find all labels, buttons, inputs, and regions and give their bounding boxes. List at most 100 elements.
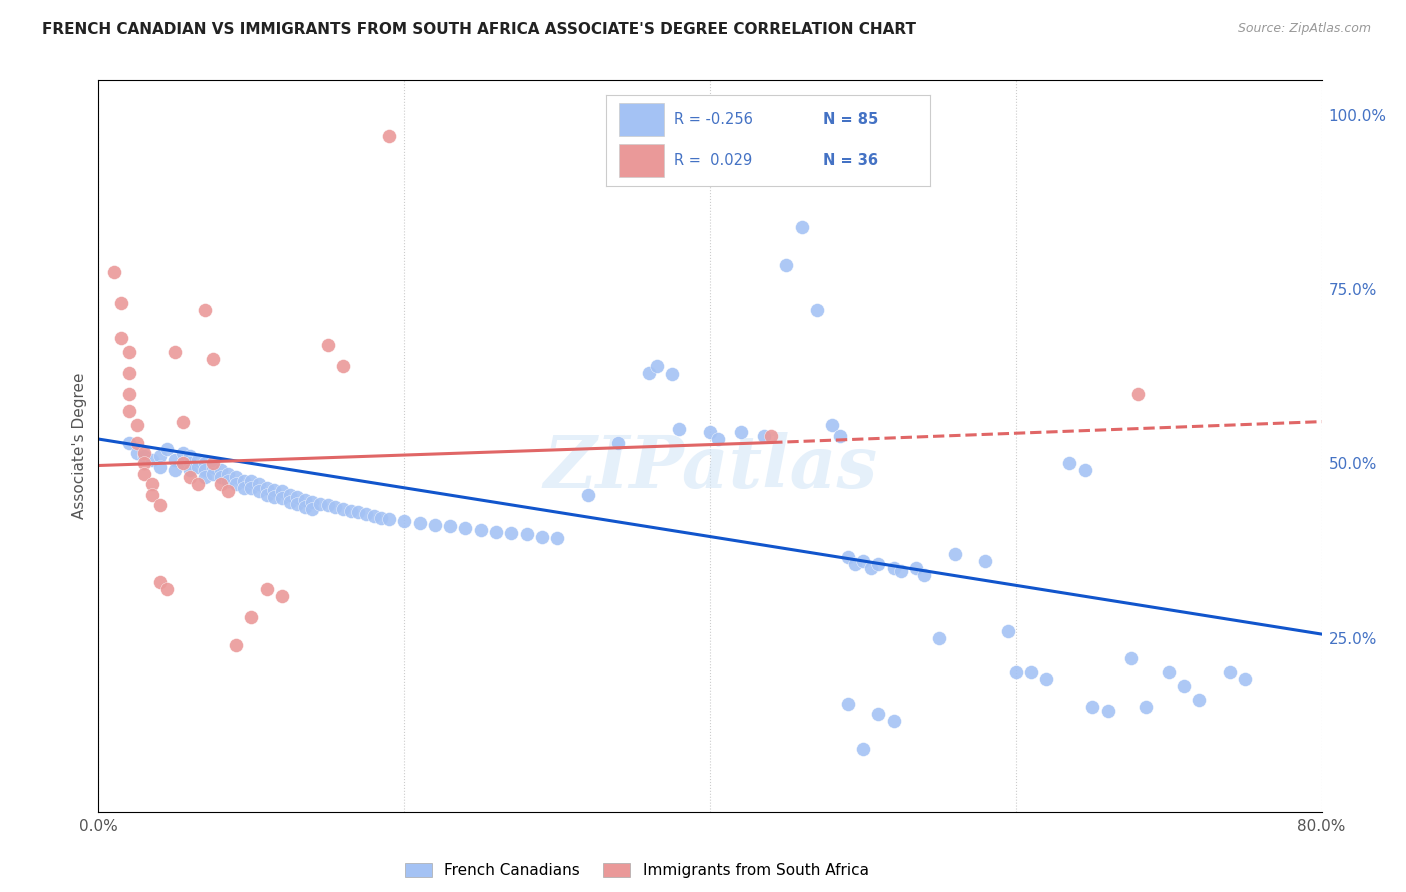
Point	[454, 521, 477, 535]
Point	[1119, 651, 1142, 665]
Point	[347, 505, 370, 519]
Point	[844, 558, 866, 572]
Point	[209, 477, 232, 491]
Point	[187, 459, 209, 474]
Point	[202, 459, 225, 474]
Point	[172, 415, 194, 429]
Point	[294, 500, 316, 514]
Point	[759, 428, 782, 442]
Point	[1173, 679, 1195, 693]
Point	[240, 481, 263, 495]
Point	[172, 457, 194, 471]
Point	[1135, 700, 1157, 714]
Point	[118, 345, 141, 359]
Point	[256, 481, 278, 495]
Point	[232, 481, 254, 495]
Point	[775, 258, 797, 272]
Point	[439, 519, 461, 533]
Point	[408, 516, 430, 530]
Point	[828, 428, 851, 442]
Legend: French Canadians, Immigrants from South Africa: French Canadians, Immigrants from South …	[398, 857, 875, 885]
Point	[285, 490, 308, 504]
Point	[699, 425, 721, 439]
Y-axis label: Associate's Degree: Associate's Degree	[72, 373, 87, 519]
Point	[202, 351, 225, 366]
Point	[194, 470, 217, 484]
Point	[217, 484, 239, 499]
Point	[1157, 665, 1180, 680]
Point	[179, 450, 201, 464]
Point	[378, 512, 401, 526]
Point	[1059, 457, 1081, 471]
Point	[125, 418, 148, 433]
Point	[883, 561, 905, 575]
Point	[837, 550, 859, 565]
Point	[141, 453, 163, 467]
Point	[363, 508, 385, 523]
Point	[247, 484, 270, 499]
Point	[163, 453, 186, 467]
Point	[149, 498, 172, 512]
Point	[516, 527, 538, 541]
Point	[905, 561, 928, 575]
Point	[1219, 665, 1241, 680]
Point	[852, 554, 875, 568]
Point	[156, 582, 179, 596]
Point	[332, 501, 354, 516]
Point	[423, 517, 446, 532]
Point	[256, 488, 278, 502]
Point	[187, 453, 209, 467]
Point	[209, 470, 232, 484]
Point	[325, 500, 347, 515]
Point	[240, 609, 263, 624]
Point	[179, 470, 201, 484]
Point	[943, 547, 966, 561]
Point	[149, 450, 172, 464]
Point	[156, 442, 179, 457]
Point	[637, 366, 661, 380]
Point	[110, 331, 132, 345]
Point	[974, 554, 997, 568]
Point	[332, 359, 354, 373]
Point	[256, 582, 278, 596]
Text: FRENCH CANADIAN VS IMMIGRANTS FROM SOUTH AFRICA ASSOCIATE'S DEGREE CORRELATION C: FRENCH CANADIAN VS IMMIGRANTS FROM SOUTH…	[42, 22, 917, 37]
Point	[530, 530, 553, 544]
Point	[278, 488, 301, 502]
Point	[485, 524, 508, 539]
Point	[997, 624, 1019, 638]
Point	[278, 494, 301, 508]
Point	[546, 531, 568, 545]
Point	[263, 483, 285, 497]
Point	[806, 303, 828, 318]
Point	[501, 526, 523, 541]
Point	[1019, 665, 1042, 680]
Point	[179, 457, 201, 471]
Text: ZIPatlas: ZIPatlas	[543, 433, 877, 503]
Point	[202, 467, 225, 481]
Point	[240, 474, 263, 488]
Point	[790, 219, 813, 234]
Point	[270, 484, 292, 499]
Point	[1081, 700, 1104, 714]
Point	[859, 561, 882, 575]
Point	[301, 494, 323, 508]
Point	[378, 128, 401, 143]
Point	[668, 421, 690, 435]
Point	[149, 574, 172, 589]
Point	[837, 697, 859, 711]
Point	[217, 474, 239, 488]
Point	[134, 446, 156, 460]
Point	[706, 432, 728, 446]
Point	[316, 498, 339, 512]
Point	[576, 488, 599, 502]
Point	[134, 457, 156, 471]
Point	[821, 418, 844, 433]
Point	[752, 428, 775, 442]
Point	[883, 714, 905, 728]
Point	[1128, 386, 1150, 401]
Point	[270, 589, 292, 603]
Point	[125, 435, 148, 450]
Point	[316, 338, 339, 352]
Point	[134, 467, 156, 481]
Point	[141, 488, 163, 502]
